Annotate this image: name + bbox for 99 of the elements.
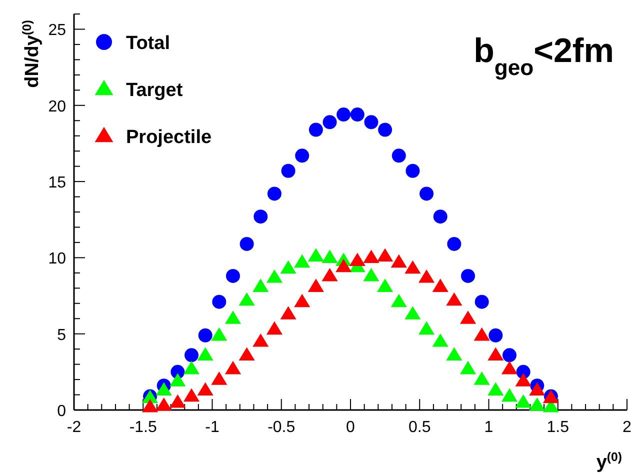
point [254,210,268,224]
point [267,186,282,201]
point [211,372,228,385]
y-tick-label: 5 [57,326,66,344]
point [252,278,269,292]
point [363,250,380,264]
point [488,328,503,342]
point [294,254,310,268]
point [377,248,394,262]
point [212,294,226,309]
point [432,333,448,347]
point [156,397,172,411]
y-tick-label: 20 [48,98,66,116]
x-tick-label: 0 [346,419,356,436]
point [418,270,435,283]
y-tick-label: 0 [57,403,66,420]
point [170,394,186,408]
point [336,108,351,122]
point [446,292,462,306]
point [183,360,200,374]
point [280,260,296,274]
point [406,164,420,178]
x-tick-label: 1.5 [546,419,570,436]
point [224,310,242,324]
point [377,278,394,292]
point [266,321,283,335]
point [281,164,296,178]
point [184,348,199,362]
y-tick-label: 10 [48,250,66,268]
x-tick-label: -2 [66,419,82,436]
point [390,254,407,268]
text: b$_{geo}$<2fm [474,32,614,80]
point [295,148,310,163]
legend-label: Total [126,33,170,54]
point [474,372,490,385]
point [474,294,489,309]
point [170,373,186,386]
point [488,382,504,396]
point [529,397,546,411]
point [461,268,476,283]
x-axis-title: y$^{(0)}$ [596,450,622,473]
x-tick-label: -1 [205,419,220,436]
point [515,373,532,386]
point [238,292,255,306]
point [224,360,242,374]
point [404,260,421,274]
point [322,115,337,130]
point [266,270,283,283]
point [238,347,255,360]
point [501,360,518,374]
point [349,252,366,266]
point [404,306,421,320]
point [420,186,434,201]
point [364,115,378,130]
point [197,382,214,396]
x-tick-label: 2 [622,419,631,436]
point [488,347,504,360]
point [390,294,407,308]
point [280,306,296,320]
point [460,310,476,324]
point [502,348,516,362]
x-tick-label: -0.5 [268,419,296,436]
point [515,394,532,408]
point [350,108,364,122]
x-tick-label: -1.5 [129,419,158,436]
point [501,388,518,402]
y-tick-label: 25 [48,22,66,40]
point [447,236,462,251]
point [432,278,448,292]
point [252,333,269,347]
point [336,258,352,272]
point [363,268,380,282]
point [392,148,406,163]
point [226,268,240,283]
point [240,236,254,251]
y-tick-label: 15 [48,174,66,192]
point [322,268,338,282]
point [142,398,158,412]
point [418,321,435,335]
point [529,382,546,396]
point [460,360,476,374]
legend-label: Projectile [126,127,212,148]
point [308,122,323,137]
x-tick-label: 0.5 [408,419,431,436]
point [474,327,490,341]
point [294,294,310,308]
point [433,210,448,224]
point [183,388,200,402]
point [322,250,338,264]
point [446,347,462,360]
point [211,327,228,341]
x-tick-label: 1 [484,419,494,436]
point [378,122,392,137]
legend-label: Target [126,80,184,101]
point [197,347,214,360]
point [308,278,324,292]
point [156,382,172,396]
point [308,248,324,262]
point [198,328,212,342]
